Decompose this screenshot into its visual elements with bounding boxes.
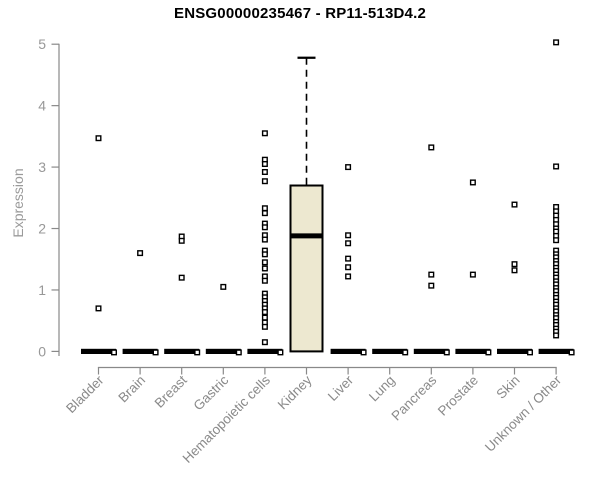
outlier-point xyxy=(345,240,352,247)
zero-expression-bar xyxy=(372,348,408,354)
outlier-point xyxy=(95,135,102,142)
outlier-point xyxy=(469,179,476,186)
outlier-point xyxy=(443,349,450,356)
outlier-point xyxy=(345,264,352,271)
outlier-point xyxy=(178,237,185,244)
outlier-point xyxy=(261,277,268,284)
outlier-point xyxy=(110,349,117,356)
x-category-label: Brain xyxy=(115,373,148,406)
outlier-point xyxy=(428,144,435,151)
zero-expression-bar xyxy=(164,348,200,354)
y-tick-label: 1 xyxy=(38,282,46,298)
x-category-label: Breast xyxy=(152,372,190,410)
outlier-point xyxy=(220,283,227,290)
zero-expression-bar xyxy=(205,348,241,354)
outlier-point xyxy=(261,339,268,346)
outlier-point xyxy=(553,237,560,244)
outlier-point xyxy=(360,349,367,356)
outlier-point xyxy=(511,201,518,208)
outlier-point xyxy=(568,349,575,356)
y-tick-label: 3 xyxy=(38,159,46,175)
outlier-point xyxy=(152,349,159,356)
zero-expression-bar xyxy=(538,348,574,354)
outlier-point xyxy=(511,267,518,274)
y-tick-label: 2 xyxy=(38,221,46,237)
y-tick-label: 4 xyxy=(38,98,46,114)
outlier-point xyxy=(261,265,268,272)
outlier-point xyxy=(178,274,185,281)
outlier-point xyxy=(345,255,352,262)
x-category-label: Unknown / Other xyxy=(482,372,565,455)
outlier-point xyxy=(261,130,268,137)
outlier-point xyxy=(261,314,268,321)
outlier-point xyxy=(553,332,560,339)
outlier-point xyxy=(261,224,268,231)
zero-expression-bar xyxy=(413,348,449,354)
x-category-label: Prostate xyxy=(435,373,481,419)
outlier-point xyxy=(345,164,352,171)
outlier-point xyxy=(261,168,268,175)
outlier-point xyxy=(194,349,201,356)
y-tick-label: 0 xyxy=(38,343,46,359)
outlier-point xyxy=(261,236,268,243)
x-category-label: Kidney xyxy=(275,372,315,412)
outlier-point xyxy=(553,39,560,46)
outlier-point xyxy=(277,349,284,356)
outlier-point xyxy=(261,259,268,266)
outlier-point xyxy=(95,305,102,312)
outlier-point xyxy=(261,323,268,330)
outlier-point xyxy=(485,349,492,356)
outlier-point xyxy=(261,210,268,217)
x-category-label: Gastric xyxy=(191,372,232,413)
outlier-point xyxy=(428,282,435,289)
zero-expression-bar xyxy=(122,348,158,354)
x-category-label: Pancreas xyxy=(388,372,439,423)
zero-expression-bar xyxy=(497,348,532,354)
outlier-point xyxy=(261,309,268,316)
x-category-label: Skin xyxy=(493,373,522,402)
outlier-point xyxy=(428,271,435,278)
x-category-label: Bladder xyxy=(63,372,107,416)
outlier-point xyxy=(235,349,242,356)
outlier-point xyxy=(261,161,268,168)
x-category-label: Lung xyxy=(366,373,398,405)
zero-expression-bar xyxy=(330,348,366,354)
y-tick-label: 5 xyxy=(38,36,46,52)
outlier-point xyxy=(553,163,560,170)
zero-expression-bar xyxy=(455,348,491,354)
x-category-label: Liver xyxy=(325,372,357,404)
outlier-point xyxy=(261,178,268,185)
zero-expression-bar xyxy=(247,348,283,354)
outlier-point xyxy=(345,232,352,239)
zero-expression-bar xyxy=(81,348,116,354)
box-iqr xyxy=(289,184,324,353)
outlier-point xyxy=(345,273,352,280)
outlier-point xyxy=(261,205,268,212)
chart-title: ENSG00000235467 - RP11-513D4.2 xyxy=(173,5,426,22)
outlier-point xyxy=(402,349,409,356)
outlier-point xyxy=(511,261,518,268)
outlier-point xyxy=(469,271,476,278)
outlier-point xyxy=(527,349,534,356)
outlier-point xyxy=(261,251,268,258)
outlier-point xyxy=(137,250,144,257)
